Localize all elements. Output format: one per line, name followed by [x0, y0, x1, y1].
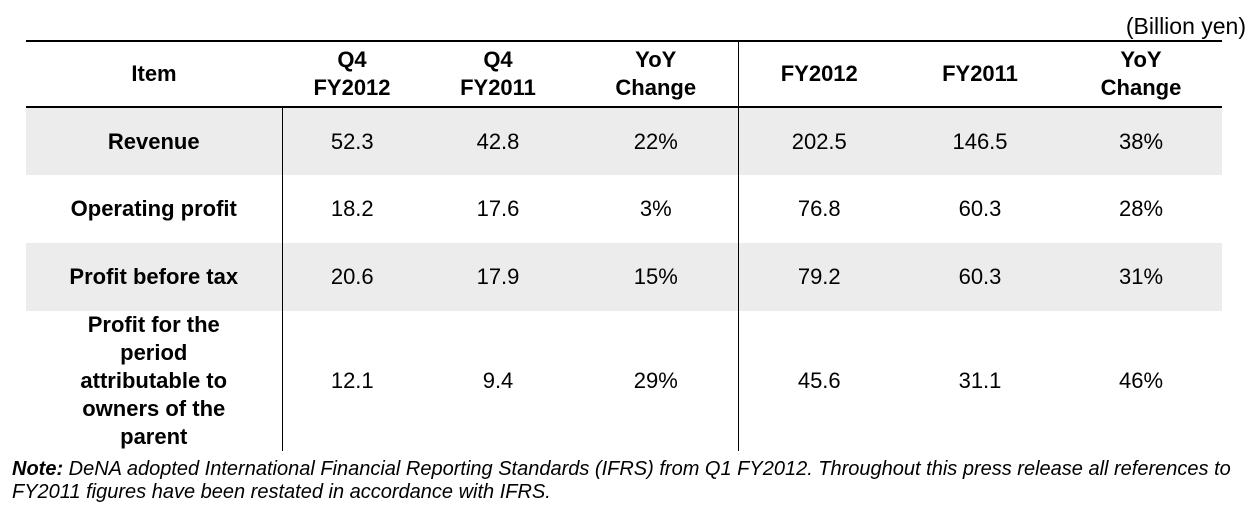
cell-yoy-fy: 28%: [1118, 196, 1164, 221]
header-q4-fy2011-line1: Q4: [483, 47, 513, 72]
cell-fy2012: 79.2: [738, 243, 900, 311]
table-row-revenue: Revenue 52.3 42.8 22% 202.5 146.5 38%: [26, 107, 1222, 175]
header-yoy-fy-line2: Change: [1100, 75, 1182, 100]
row-item-label-line2: period: [120, 340, 188, 365]
cell-yoy-fy: 31%: [1060, 243, 1222, 311]
cell-fy2012: 202.5: [738, 107, 900, 175]
cell-q4-fy2012: 20.6: [282, 243, 422, 311]
row-item-label-line1: Profit for the: [87, 312, 220, 337]
cell-yoy-fy: 38%: [1060, 107, 1222, 175]
footnote-label: Note:: [12, 458, 64, 480]
cell-yoy-q4: 3%: [574, 175, 739, 243]
row-item-label: Revenue: [26, 107, 283, 175]
cell-q4-fy2012: 52.3: [282, 107, 422, 175]
header-yoy-q4-line1: YoY: [635, 47, 677, 72]
cell-yoy-q4: 22%: [574, 107, 739, 175]
cell-q4-fy2011: 9.4: [482, 368, 514, 393]
row-item-label: Profit before tax: [26, 243, 283, 311]
row-item-label-line3: attributable to: [80, 368, 228, 393]
header-yoy-q4: YoY Change: [574, 41, 739, 107]
table-row-operating-profit: Operating profit 18.2 17.6 3% 76.8 60.3 …: [26, 175, 1222, 243]
header-item: Item: [131, 61, 177, 86]
header-fy2011: FY2011: [942, 61, 1018, 86]
cell-fy2011: 60.3: [958, 196, 1002, 221]
header-q4-fy2012-line1: Q4: [337, 47, 367, 72]
header-yoy-fy-line1: YoY: [1120, 47, 1162, 72]
header-yoy-fy: YoY Change: [1060, 41, 1222, 107]
footnote-text: DeNA adopted International Financial Rep…: [12, 458, 1231, 503]
cell-yoy-fy: 46%: [1118, 368, 1164, 393]
header-fy2012: FY2012: [780, 61, 858, 86]
cell-yoy-q4: 29%: [574, 311, 739, 451]
cell-fy2012: 45.6: [797, 368, 841, 393]
cell-fy2011: 146.5: [900, 107, 1060, 175]
cell-q4-fy2012: 18.2: [330, 196, 374, 221]
cell-q4-fy2012: 12.1: [330, 368, 374, 393]
table-header: Item Q4 FY2012 Q4 FY2011 YoY Change FY20…: [26, 41, 1222, 107]
header-q4-fy2012-line2: FY2012: [313, 75, 391, 100]
unit-label: (Billion yen): [1125, 13, 1246, 39]
cell-q4-fy2011: 17.6: [476, 196, 520, 221]
header-yoy-q4-line2: Change: [615, 75, 697, 100]
cell-fy2012: 76.8: [797, 196, 841, 221]
cell-q4-fy2011: 42.8: [422, 107, 574, 175]
cell-fy2011: 60.3: [900, 243, 1060, 311]
row-item-label-line4: owners of the: [82, 396, 226, 421]
header-q4-fy2011-line2: FY2011: [460, 75, 536, 100]
footnote: Note: DeNA adopted International Financi…: [12, 458, 1242, 504]
cell-q4-fy2011: 17.9: [422, 243, 574, 311]
table-body: Revenue 52.3 42.8 22% 202.5 146.5 38% Op…: [26, 107, 1222, 451]
header-q4-fy2011: Q4 FY2011: [422, 41, 574, 107]
cell-yoy-q4: 15%: [574, 243, 739, 311]
row-item-label-line5: parent: [120, 424, 188, 449]
financial-results-table: Item Q4 FY2012 Q4 FY2011 YoY Change FY20…: [26, 40, 1222, 451]
row-item-label: Profit for the period attributable to ow…: [26, 311, 283, 451]
row-item-label: Operating profit: [26, 175, 283, 243]
header-q4-fy2012: Q4 FY2012: [282, 41, 422, 107]
table-row-profit-attributable: Profit for the period attributable to ow…: [26, 311, 1222, 451]
table-row-profit-before-tax: Profit before tax 20.6 17.9 15% 79.2 60.…: [26, 243, 1222, 311]
cell-fy2011: 31.1: [958, 368, 1002, 393]
